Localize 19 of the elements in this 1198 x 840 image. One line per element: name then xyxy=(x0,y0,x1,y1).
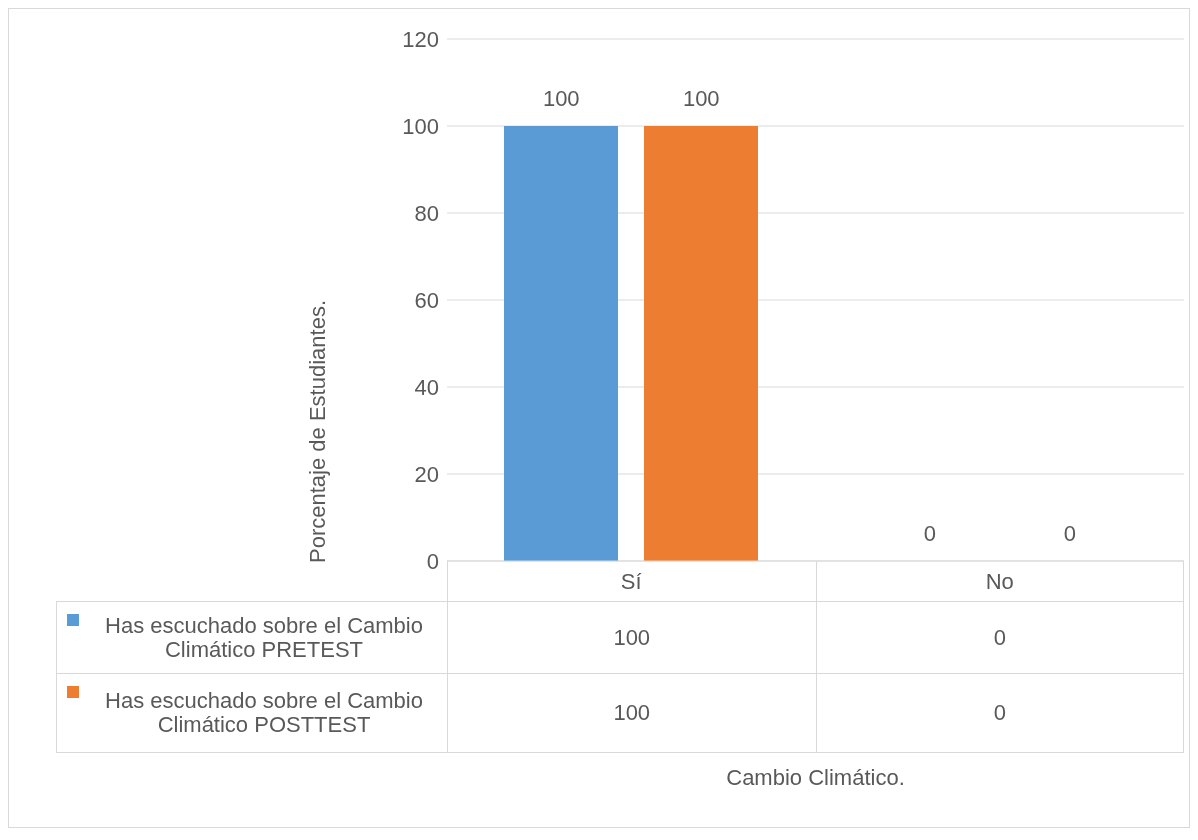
legend-label: Has escuchado sobre el Cambio Climático PRETEST xyxy=(104,612,424,662)
y-tick-label: 100 xyxy=(402,113,439,139)
text: Cambio Climático. xyxy=(725,765,906,791)
y-tick-label: 60 xyxy=(414,287,439,313)
text: 0 xyxy=(923,521,936,546)
y-tick-label: 120 xyxy=(402,26,439,52)
data-label: 0 xyxy=(815,601,1184,673)
text: 100 xyxy=(682,86,720,111)
legend-label: Has escuchado sobre el Cambio Climático POSTTEST xyxy=(104,688,424,737)
x-tick-label: Sí xyxy=(620,568,642,594)
y-tick-label: 40 xyxy=(414,374,439,400)
y-tick-label: 20 xyxy=(414,461,439,487)
text: 100 xyxy=(542,86,580,111)
data-label: 0 xyxy=(815,673,1184,753)
y-axis-title: Porcentaje de Estudiantes. xyxy=(304,300,330,563)
x-tick-label: No xyxy=(985,568,1014,594)
text: 0 xyxy=(1063,521,1076,546)
y-tick-label: 0 xyxy=(426,548,439,574)
y-tick-label: 80 xyxy=(414,200,439,226)
